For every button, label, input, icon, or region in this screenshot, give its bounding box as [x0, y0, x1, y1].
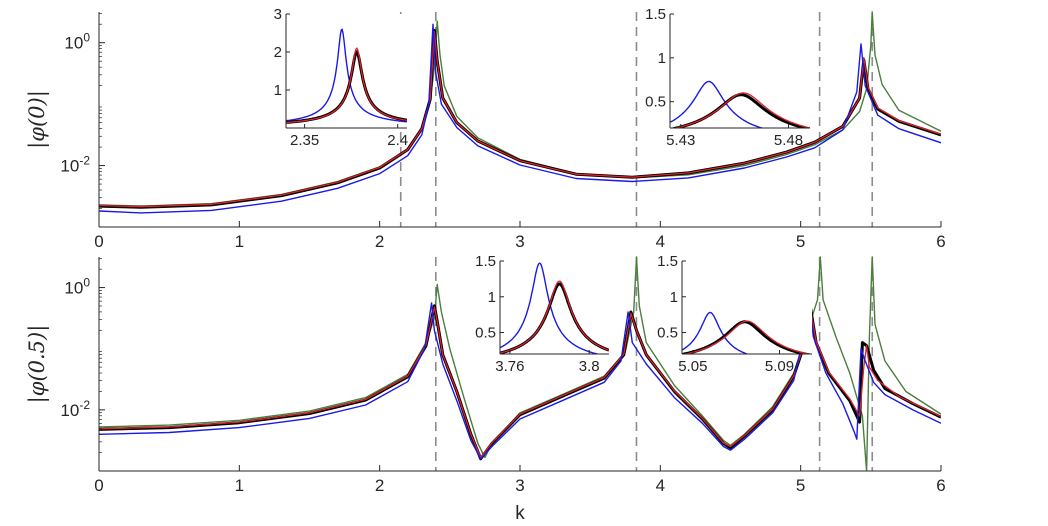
x-tick-label: 2: [375, 232, 384, 251]
x-tick-label: 3: [515, 232, 524, 251]
inset-background: [682, 261, 812, 354]
inset-bottom-inset-1: 3.76 3.8 0.5 1 1.5: [475, 253, 609, 375]
inset-y-tick-label: 0.5: [657, 325, 678, 342]
x-tick-label: 5: [796, 232, 805, 251]
inset-curve-2: [500, 280, 609, 354]
inset-y-tick-label: 0.5: [645, 94, 666, 111]
x-tick-label: 3: [515, 476, 524, 495]
y-tick-base: 10: [60, 401, 79, 420]
inset-x-tick-label: 5.43: [666, 132, 695, 149]
inset-curve-0: [286, 28, 407, 123]
inset-x-tick-label: 2.35: [290, 132, 319, 149]
inset-x-tick-label: 3.8: [579, 358, 600, 375]
x-axis-label: k: [515, 503, 525, 524]
inset-x-tick-label: 5.05: [678, 358, 707, 375]
y-tick-base: 10: [64, 279, 83, 298]
inset-y-tick-label: 1: [658, 50, 666, 67]
inset-bottom-inset-2: 5.05 5.09 0.5 1 1.5: [657, 253, 812, 375]
inset-y-tick-label: 1: [488, 289, 496, 306]
inset-background: [286, 14, 407, 128]
inset-x-tick-label: 5.48: [774, 132, 803, 149]
inset-y-tick-label: 2: [274, 44, 282, 61]
inset-y-tick-label: 1.5: [645, 6, 666, 23]
series-line-1: [99, 28, 941, 209]
x-tick-label: 4: [656, 232, 665, 251]
inset-background: [670, 14, 810, 128]
y-tick-exponent: 0: [83, 31, 90, 45]
series-line-3: [99, 297, 941, 460]
y-tick-base: 10: [64, 34, 83, 53]
y-tick-label: 10-2: [60, 154, 90, 176]
inset-y-tick-label: 1.5: [657, 253, 678, 270]
inset-curve-2: [682, 320, 812, 354]
inset-top-inset-2: 5.43 5.48 0.5 1 1.5: [645, 6, 810, 149]
x-tick-label: 6: [936, 232, 945, 251]
inset-y-tick-label: 1.5: [475, 253, 496, 270]
inset-y-tick-label: 1: [670, 289, 678, 306]
x-tick-label: 0: [94, 476, 103, 495]
inset-curve-0: [500, 262, 601, 354]
inset-curve-2: [286, 47, 407, 124]
y-tick-base: 10: [60, 157, 79, 176]
y-axis-label: |φ(0.5)|: [25, 325, 50, 404]
inset-x-tick-label: 5.09: [765, 358, 794, 375]
inset-x-tick-label: 3.76: [495, 358, 524, 375]
y-tick-exponent: 0: [83, 276, 90, 290]
series-line-0: [99, 11, 941, 207]
inset-x-tick-label: 2.4: [387, 132, 408, 149]
x-tick-label: 5: [796, 476, 805, 495]
inset-background: [500, 261, 609, 354]
x-tick-label: 2: [375, 476, 384, 495]
inset-top-inset-1: 2.35 2.4 1 2 3: [274, 6, 408, 149]
inset-curve-2: [673, 92, 810, 128]
inset-y-tick-label: 3: [274, 6, 282, 23]
series-line-2: [99, 31, 941, 208]
x-tick-label: 6: [936, 476, 945, 495]
y-tick-label: 100: [64, 31, 90, 53]
x-tick-label: 1: [235, 232, 244, 251]
inset-curve-0: [682, 311, 750, 354]
x-tick-label: 0: [94, 232, 103, 251]
x-tick-label: 4: [656, 476, 665, 495]
y-tick-exponent: -2: [79, 154, 90, 168]
inset-y-tick-label: 1: [274, 82, 282, 99]
x-tick-label: 1: [235, 476, 244, 495]
series-line-2: [99, 306, 941, 459]
inset-y-tick-label: 0.5: [475, 325, 496, 342]
y-tick-exponent: -2: [79, 398, 90, 412]
inset-curve-0: [670, 80, 765, 128]
y-axis-label: |φ(0)|: [25, 90, 50, 149]
y-tick-label: 10-2: [60, 398, 90, 420]
y-tick-label: 100: [64, 276, 90, 298]
series-line-3: [99, 23, 941, 214]
